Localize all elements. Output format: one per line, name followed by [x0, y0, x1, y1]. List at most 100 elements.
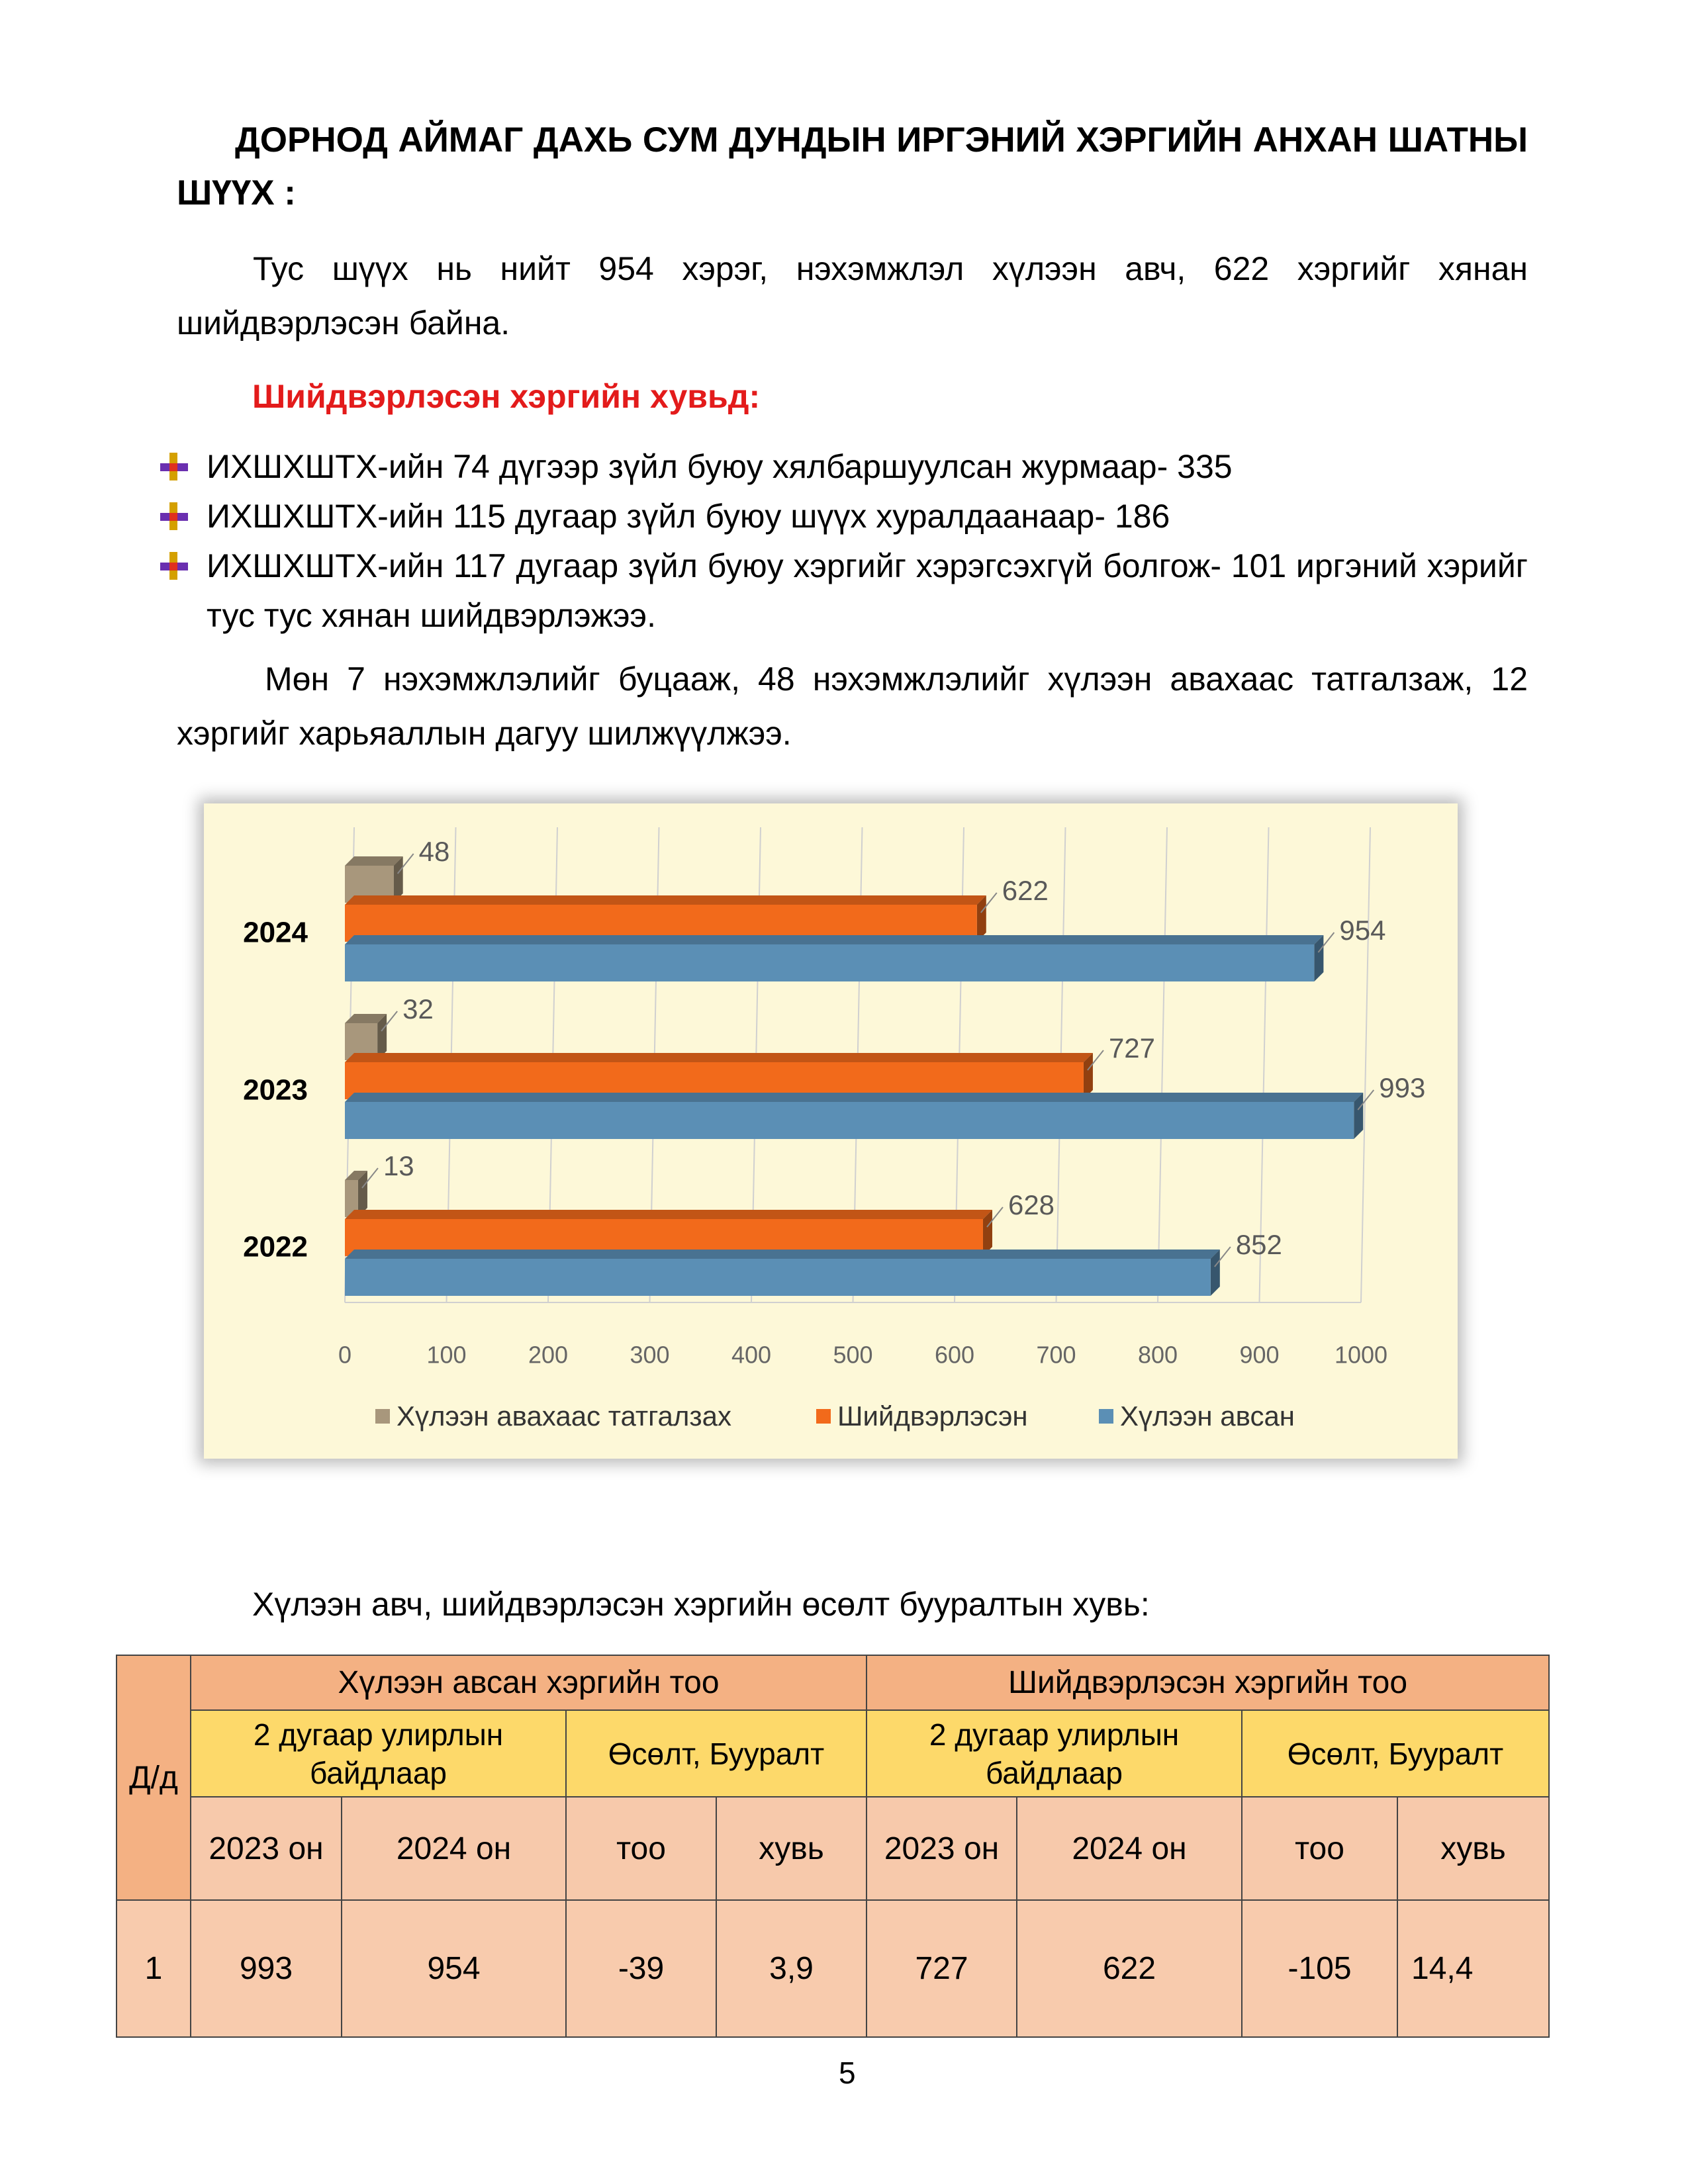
legend-label: Хүлээн авсан: [1120, 1400, 1295, 1432]
chart-frame: 0 100 200 300 400 500 600 700 800 900 1000 2022 13 62…: [204, 803, 1458, 1459]
bar-side: [357, 1171, 367, 1217]
data-label: 993: [1379, 1072, 1425, 1103]
cell: 1: [116, 1899, 191, 2038]
data-label: 727: [1109, 1032, 1155, 1064]
leader-line: [1214, 1246, 1231, 1267]
leader-line: [397, 853, 414, 874]
bar-top: [345, 895, 986, 905]
column-header: тоо: [1241, 1796, 1398, 1901]
subgroup-header: Өсөлт, Бууралт: [1241, 1709, 1550, 1797]
column-header: 2024 он: [341, 1796, 567, 1901]
table: Д/д Хүлээн авсан хэргийн тоо Шийдвэрлэсэ…: [116, 1655, 1550, 2038]
chart: 0 100 200 300 400 500 600 700 800 900 1000 2022 13 62…: [243, 827, 1425, 1432]
x-tick-label: 1000: [1335, 1342, 1387, 1369]
legend-swatch: [375, 1409, 390, 1424]
leader-line: [381, 1011, 398, 1032]
bar-top: [345, 1171, 367, 1180]
data-label: 13: [383, 1150, 414, 1181]
leader-line: [980, 892, 998, 913]
group-header: Шийдвэрлэсэн хэргийн тоо: [866, 1655, 1550, 1711]
x-tick-label: 800: [1138, 1342, 1178, 1369]
bar: [345, 1259, 1211, 1296]
bar-side: [982, 1210, 992, 1256]
data-label: 628: [1008, 1189, 1055, 1220]
data-label: 852: [1236, 1229, 1282, 1260]
leader-line: [1317, 932, 1335, 953]
legend-swatch: [816, 1409, 831, 1424]
column-header: тоо: [565, 1796, 717, 1901]
bullet-item: ИХШХШТХ-ийн 74 дүгээр зүйл буюу хялбаршу…: [207, 448, 1233, 485]
heading: ДОРНОД АЙМАГ ДАХЬ СУМ ДУНДЫН ИРГЭНИЙ ХЭР…: [177, 120, 1528, 212]
x-tick-label: 0: [338, 1342, 352, 1369]
bar-top: [345, 856, 403, 866]
cell: -105: [1241, 1899, 1398, 2038]
cell: 727: [866, 1899, 1017, 2038]
legend-label: Шийдвэрлэсэн: [837, 1400, 1028, 1432]
leader-line: [361, 1167, 379, 1189]
x-tick-label: 100: [426, 1342, 466, 1369]
category-label: 2024: [243, 917, 308, 949]
data-label: 48: [419, 836, 450, 867]
x-tick-label: 500: [833, 1342, 872, 1369]
cell: 14,4: [1397, 1899, 1550, 2038]
cell: 622: [1016, 1899, 1243, 2038]
cell: 993: [190, 1899, 342, 2038]
x-tick-label: 200: [528, 1342, 568, 1369]
grid-line: [1157, 827, 1168, 1303]
bullet-icon: [160, 453, 188, 480]
bar-side: [1314, 935, 1324, 981]
category-label: 2023: [243, 1074, 308, 1107]
bar-top: [345, 935, 1324, 944]
bullet-item: ИХШХШТХ-ийн 115 дугаар зүйл буюу шүүх ху…: [207, 498, 1170, 535]
x-tick-label: 400: [731, 1342, 771, 1369]
leader-line: [1357, 1089, 1375, 1111]
legend-swatch: [1099, 1409, 1113, 1424]
bar-side: [377, 1014, 387, 1060]
bullet-icon: [160, 552, 188, 580]
data-label: 954: [1339, 915, 1385, 946]
column-header: 2023 он: [866, 1796, 1017, 1901]
bar-side: [1210, 1250, 1220, 1296]
column-header: хувь: [1397, 1796, 1550, 1901]
bar-side: [1354, 1093, 1364, 1139]
grid-line: [1258, 827, 1270, 1303]
bar: [345, 944, 1315, 981]
cell: 3,9: [716, 1899, 867, 2038]
bar-side: [393, 856, 403, 903]
table-title: Хүлээн авч, шийдвэрлэсэн хэргийн өсөлт б…: [252, 1586, 1150, 1623]
subheading: Шийдвэрлэсэн хэргийн хувьд:: [252, 378, 761, 415]
bar-top: [345, 1093, 1364, 1102]
bar-side: [976, 895, 986, 942]
bar: [345, 1102, 1354, 1139]
column-header: 2023 он: [190, 1796, 342, 1901]
bar-top: [345, 1014, 387, 1023]
bullet-icon: [160, 502, 188, 530]
x-tick-label: 600: [935, 1342, 974, 1369]
legend-label: Хүлээн авахаас татгалзах: [397, 1400, 731, 1432]
page-number: 5: [839, 2056, 856, 2090]
bullet-item: ИХШХШТХ-ийн 117 дугаар зүйл буюу хэргийг…: [207, 547, 1528, 634]
bar-top: [345, 1210, 992, 1219]
x-tick-label: 300: [630, 1342, 669, 1369]
header-cell: Д/д: [116, 1655, 191, 1901]
grid-line: [1360, 827, 1371, 1303]
category-label: 2022: [243, 1231, 308, 1263]
column-header: хувь: [716, 1796, 867, 1901]
paragraph: Тус шүүх нь нийт 954 хэрэг, нэхэмжлэл хү…: [177, 250, 1528, 341]
subgroup-header: 2 дугаар улирлын байдлаар: [866, 1709, 1243, 1797]
bar: [345, 1180, 358, 1217]
data-label: 32: [402, 993, 434, 1024]
column-header: 2024 он: [1016, 1796, 1243, 1901]
x-tick-label: 700: [1036, 1342, 1076, 1369]
bar-top: [345, 1053, 1093, 1062]
leader-line: [986, 1206, 1004, 1228]
x-tick-label: 900: [1239, 1342, 1279, 1369]
subgroup-header: Өсөлт, Бууралт: [565, 1709, 867, 1797]
bar-side: [1083, 1053, 1093, 1099]
bar-top: [345, 1250, 1220, 1259]
cell: 954: [341, 1899, 567, 2038]
subgroup-header: 2 дугаар улирлын байдлаар: [190, 1709, 567, 1797]
cell: -39: [565, 1899, 717, 2038]
leader-line: [1087, 1050, 1104, 1071]
